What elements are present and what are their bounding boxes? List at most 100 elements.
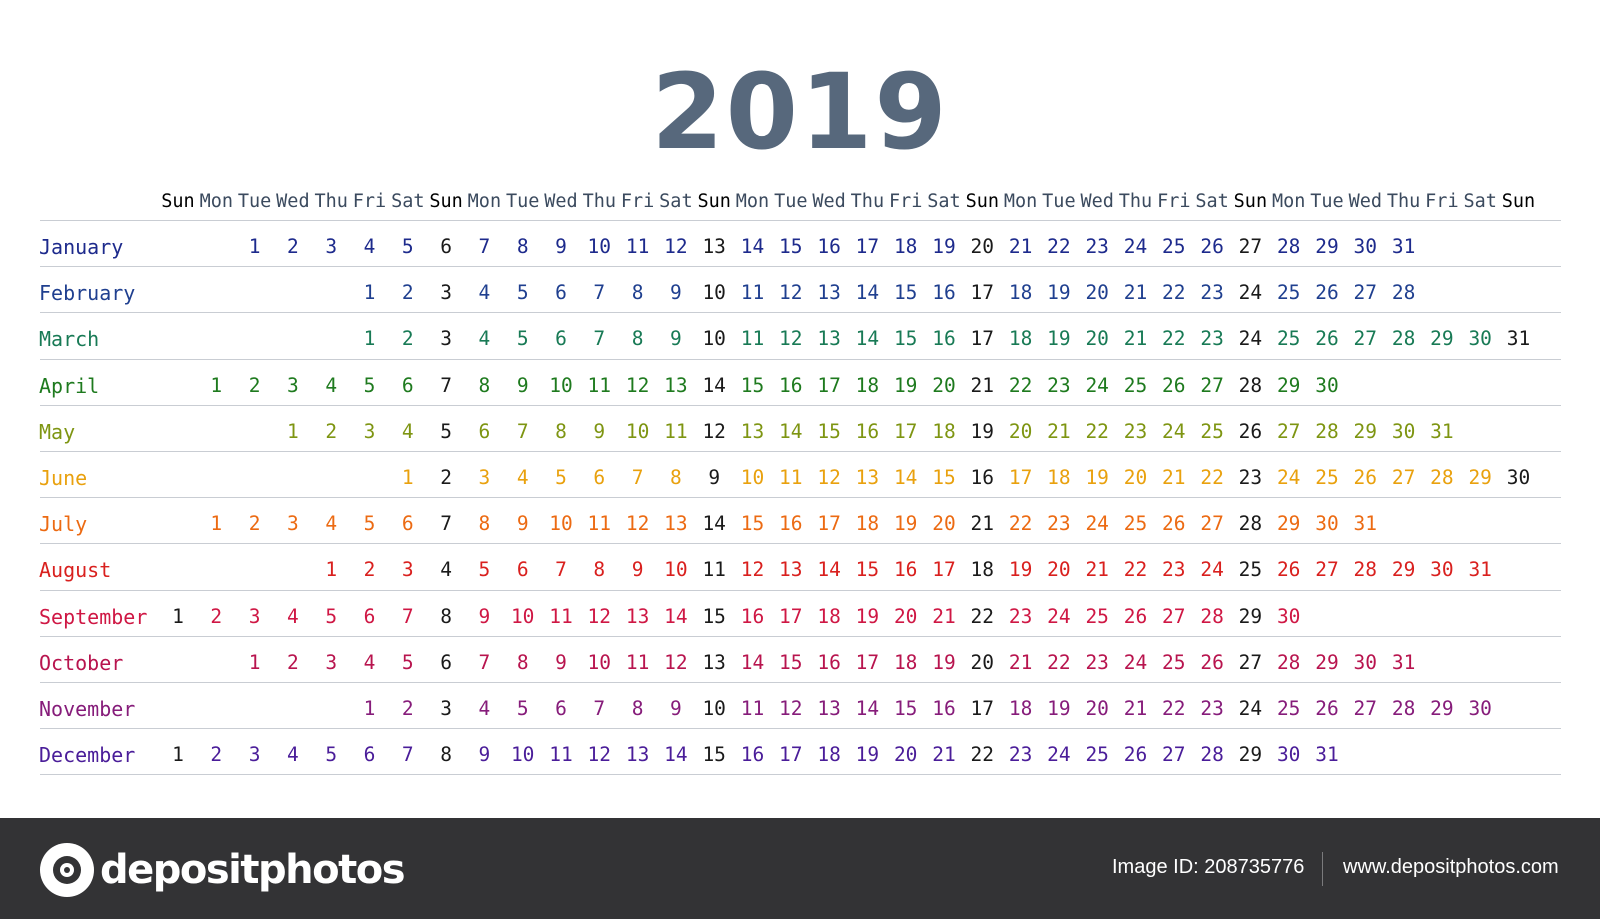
day-cell: 10 [549, 373, 573, 397]
day-cell: 14 [664, 604, 688, 628]
day-cell: 30 [1506, 466, 1531, 489]
row-divider [40, 266, 1561, 268]
day-cell: 13 [702, 650, 726, 674]
day-cell: 19 [1085, 466, 1109, 489]
day-cell: 13 [779, 558, 803, 582]
day-cell: 20 [1085, 327, 1109, 351]
day-cell: 17 [779, 743, 803, 767]
row-divider [40, 774, 1561, 776]
day-cell: 25 [1085, 743, 1109, 767]
day-cell: 3 [325, 650, 338, 674]
day-cell: 5 [401, 650, 414, 674]
day-cell: 13 [702, 235, 726, 258]
weekday-header-sat: Sat [1463, 191, 1497, 212]
day-cell: 11 [549, 604, 573, 628]
weekday-header-thu: Thu [1118, 191, 1153, 212]
day-cell: 27 [1353, 697, 1378, 720]
weekday-header-sun: Sun [965, 191, 999, 212]
day-cell: 8 [478, 512, 491, 536]
day-cell: 10 [740, 466, 765, 489]
day-cell: 14 [855, 281, 880, 305]
day-cell: 5 [555, 466, 567, 489]
day-cell: 5 [478, 558, 491, 582]
day-cell: 17 [893, 419, 918, 443]
row-divider [40, 589, 1561, 591]
weekday-header-thu: Thu [850, 191, 885, 212]
weekday-header-wed: Wed [544, 191, 578, 212]
day-cell: 13 [625, 604, 650, 628]
watermark-footer: depositphotos Image ID: 208735776 www.de… [0, 818, 1600, 919]
day-cell: 1 [172, 743, 184, 767]
day-cell: 24 [1200, 558, 1224, 582]
day-cell: 30 [1315, 512, 1339, 536]
day-cell: 28 [1391, 281, 1416, 305]
day-cell: 26 [1353, 466, 1378, 489]
weekday-header-fri: Fri [620, 191, 655, 212]
month-label-august: August [39, 558, 112, 583]
row-divider [40, 728, 1561, 730]
day-cell: 14 [740, 235, 765, 258]
month-label-may: May [39, 419, 76, 444]
day-cell: 4 [363, 235, 376, 258]
day-cell: 19 [1047, 281, 1071, 305]
day-cell: 12 [625, 512, 650, 536]
year-title: 2019 [651, 51, 949, 173]
day-cell: 26 [1276, 558, 1301, 582]
day-cell: 5 [516, 281, 529, 305]
day-cell: 7 [631, 466, 644, 489]
day-cell: 9 [516, 373, 529, 397]
day-cell: 16 [855, 419, 880, 443]
day-cell: 6 [555, 327, 567, 351]
row-divider [40, 635, 1561, 637]
day-cell: 1 [325, 558, 338, 582]
day-cell: 10 [702, 697, 726, 720]
day-cell: 27 [1353, 281, 1378, 305]
day-cell: 1 [363, 697, 376, 720]
day-cell: 19 [855, 743, 880, 767]
weekday-header-mon: Mon [735, 191, 770, 212]
day-cell: 25 [1315, 466, 1339, 489]
month-label-march: March [39, 327, 100, 352]
day-cell: 27 [1162, 604, 1186, 628]
day-cell: 30 [1276, 743, 1301, 767]
day-cell: 29 [1391, 558, 1416, 582]
day-cell: 7 [401, 604, 414, 628]
weekday-header-sun: Sun [429, 191, 463, 212]
day-cell: 19 [893, 373, 918, 397]
day-cell: 11 [740, 327, 765, 351]
day-cell: 24 [1085, 512, 1109, 536]
day-cell: 31 [1468, 558, 1492, 582]
day-cell: 7 [440, 512, 452, 536]
day-cell: 1 [172, 604, 184, 628]
day-cell: 25 [1123, 373, 1148, 397]
day-cell: 25 [1276, 697, 1301, 720]
day-cell: 22 [970, 604, 995, 628]
day-cell: 12 [664, 235, 688, 258]
weekday-header-sat: Sat [1195, 191, 1229, 212]
weekday-header-fri: Fri [888, 191, 923, 212]
day-cell: 16 [817, 650, 841, 674]
day-cell: 13 [817, 327, 841, 351]
day-cell: 18 [1008, 281, 1033, 305]
day-cell: 20 [932, 373, 956, 397]
weekday-header-sun: Sun [697, 191, 731, 212]
day-cell: 17 [970, 281, 995, 305]
day-cell: 2 [401, 327, 414, 351]
day-cell: 7 [516, 419, 529, 443]
day-cell: 16 [779, 373, 803, 397]
day-cell: 15 [932, 466, 956, 489]
day-cell: 28 [1391, 327, 1416, 351]
day-cell: 6 [440, 235, 452, 258]
day-cell: 6 [401, 373, 414, 397]
day-cell: 11 [740, 697, 765, 720]
day-cell: 18 [893, 235, 918, 258]
day-cell: 29 [1276, 373, 1301, 397]
day-cell: 26 [1123, 604, 1148, 628]
day-cell: 15 [702, 604, 726, 628]
day-cell: 4 [440, 558, 452, 582]
day-cell: 15 [740, 373, 765, 397]
day-cell: 10 [702, 327, 726, 351]
day-cell: 19 [1008, 558, 1033, 582]
row-divider [40, 543, 1561, 545]
day-cell: 21 [1123, 697, 1148, 720]
